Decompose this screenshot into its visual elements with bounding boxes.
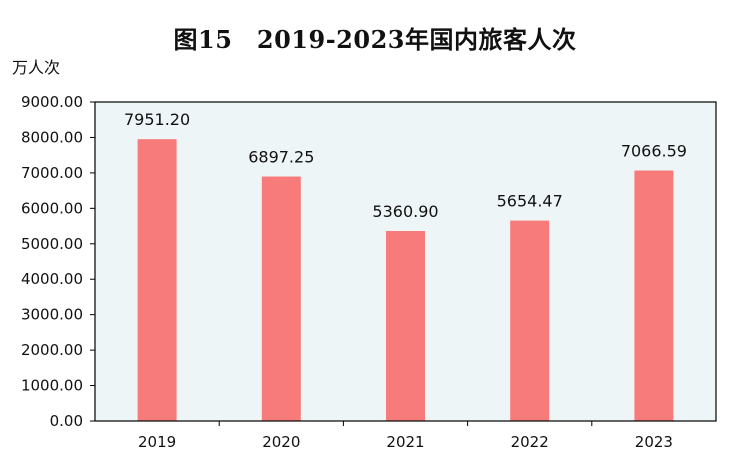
x-tick-label-2021: 2021 (386, 433, 424, 451)
y-tick-label: 8000.00 (21, 128, 83, 146)
y-tick-label: 4000.00 (21, 270, 83, 288)
y-tick-label: 6000.00 (21, 199, 83, 217)
x-tick-label-2020: 2020 (262, 433, 300, 451)
bar-2020 (261, 176, 301, 421)
x-tick-label-2019: 2019 (138, 433, 176, 451)
data-label-2021: 5360.90 (372, 202, 438, 221)
y-axis-unit-label: 万人次 (12, 58, 61, 77)
y-tick-label: 3000.00 (21, 306, 83, 324)
data-label-2019: 7951.20 (124, 110, 190, 129)
x-tick-label-2023: 2023 (635, 433, 673, 451)
chart-title: 图15 2019-2023年国内旅客人次 (173, 25, 577, 54)
y-tick-label: 5000.00 (21, 235, 83, 253)
plot-frame (94, 101, 717, 422)
bar-2019 (137, 139, 177, 421)
bar-2022 (510, 220, 550, 421)
y-tick-label: 0.00 (50, 412, 83, 430)
bar-2021 (386, 230, 425, 421)
y-tick-label: 9000.00 (21, 93, 83, 111)
y-tick-label: 7000.00 (21, 164, 83, 182)
data-label-2022: 5654.47 (497, 192, 563, 211)
y-tick-label: 1000.00 (21, 377, 83, 395)
data-label-2020: 6897.25 (248, 148, 314, 167)
bar-2023 (634, 170, 674, 421)
y-tick-label: 2000.00 (21, 341, 83, 359)
data-label-2023: 7066.59 (621, 142, 687, 161)
x-tick-label-2022: 2022 (511, 433, 549, 451)
